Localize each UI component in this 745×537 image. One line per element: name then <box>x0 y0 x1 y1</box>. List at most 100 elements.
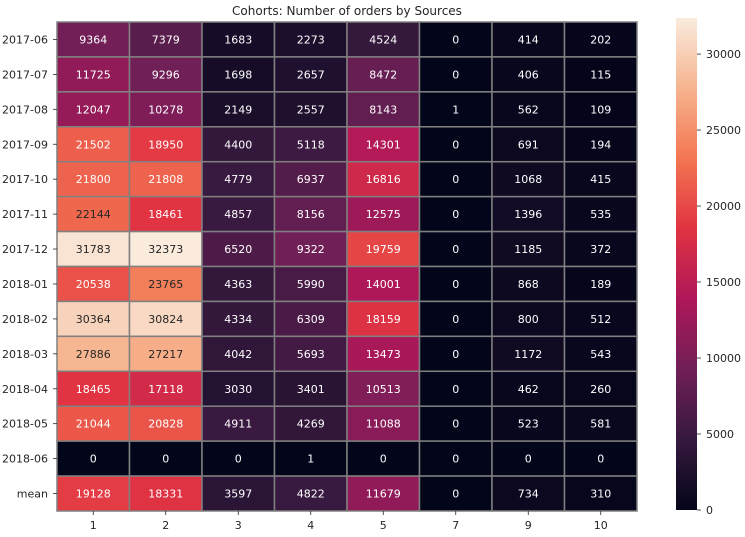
heatmap-cell <box>563 230 638 268</box>
cell-value-label: 0 <box>452 488 459 501</box>
cell-value-label: 4857 <box>224 208 252 221</box>
cell-value-label: 0 <box>452 173 459 186</box>
cell-value-label: 0 <box>452 313 459 326</box>
cell-value-label: 4822 <box>297 488 325 501</box>
cell-value-label: 691 <box>518 138 539 151</box>
cell-value-label: 1 <box>307 453 314 466</box>
heatmap-cell <box>418 335 493 373</box>
cell-value-label: 6937 <box>297 173 325 186</box>
heatmap-cell <box>128 370 203 407</box>
cell-value-label: 1185 <box>514 243 542 256</box>
heatmap-cell <box>491 126 566 163</box>
heatmap-cell <box>346 300 421 338</box>
cell-value-label: 11725 <box>76 68 111 81</box>
column-tick-label: 5 <box>380 519 387 532</box>
cell-value-label: 5693 <box>297 348 325 361</box>
colorbar: 0 5000 10000 15000 20000 25000 30000 <box>676 18 741 517</box>
cell-value-label: 21044 <box>76 418 111 431</box>
cell-value-label: 3030 <box>224 383 252 396</box>
row-tick-label: 2018-06 <box>2 453 48 466</box>
heatmap-cell <box>128 440 203 477</box>
cell-value-label: 16816 <box>366 173 401 186</box>
heatmap-cell <box>201 335 276 373</box>
heatmap-cell <box>56 475 131 512</box>
cell-value-label: 2273 <box>297 33 325 46</box>
cell-value-label: 18465 <box>76 383 111 396</box>
colorbar-tick-label: 30000 <box>706 48 741 61</box>
cell-value-label: 0 <box>452 348 459 361</box>
cell-value-label: 4779 <box>224 173 252 186</box>
colorbar-tick-label: 15000 <box>706 276 741 289</box>
cell-value-label: 30364 <box>76 313 111 326</box>
cell-value-label: 1068 <box>514 173 542 186</box>
cell-value-label: 310 <box>590 488 611 501</box>
cell-value-label: 3597 <box>224 488 252 501</box>
colorbar-tick-label: 5000 <box>706 428 734 441</box>
cell-value-label: 4334 <box>224 313 252 326</box>
chart-title: Cohorts: Number of orders by Sources <box>232 4 462 18</box>
heatmap-cell <box>128 195 203 233</box>
cell-value-label: 0 <box>452 208 459 221</box>
colorbar-tick-label: 10000 <box>706 352 741 365</box>
cell-value-label: 32373 <box>148 243 183 256</box>
cell-value-label: 562 <box>518 103 539 116</box>
cell-value-label: 4269 <box>297 418 325 431</box>
colorbar-tick-label: 0 <box>706 504 713 517</box>
heatmap-cell <box>563 475 638 512</box>
heatmap-cell <box>563 56 638 93</box>
cell-value-label: 800 <box>518 313 539 326</box>
cell-value-label: 14001 <box>366 278 401 291</box>
row-tick-label: 2017-11 <box>2 208 48 221</box>
heatmap-cell <box>201 126 276 163</box>
cell-value-label: 462 <box>518 383 539 396</box>
cell-value-label: 1683 <box>224 33 252 46</box>
heatmap-cell <box>563 335 638 373</box>
cell-value-label: 415 <box>590 173 611 186</box>
cell-value-label: 12047 <box>76 103 111 116</box>
column-tick-label: 1 <box>90 519 97 532</box>
cell-value-label: 406 <box>518 68 539 81</box>
heatmap-cell <box>563 91 638 128</box>
row-tick-label: 2017-07 <box>2 68 48 81</box>
cell-value-label: 0 <box>452 138 459 151</box>
cell-value-label: 11679 <box>366 488 401 501</box>
row-tick-label: mean <box>17 488 48 501</box>
heatmap-cell <box>418 475 493 512</box>
cell-value-label: 260 <box>590 383 611 396</box>
heatmap-cell <box>201 440 276 477</box>
cell-value-label: 14301 <box>366 138 401 151</box>
heatmap-cell <box>201 405 276 442</box>
cell-value-label: 18461 <box>148 208 183 221</box>
heatmap-cell <box>491 91 566 128</box>
heatmap-cell <box>491 370 566 407</box>
cell-value-label: 115 <box>590 68 611 81</box>
cell-value-label: 21800 <box>76 173 111 186</box>
cell-value-label: 1698 <box>224 68 252 81</box>
cell-value-label: 1 <box>452 103 459 116</box>
cell-value-label: 27217 <box>148 348 183 361</box>
heatmap-cell <box>346 335 421 373</box>
cell-value-label: 21808 <box>148 173 183 186</box>
cell-value-label: 20828 <box>148 418 183 431</box>
cell-value-label: 27886 <box>76 348 111 361</box>
cell-value-label: 2149 <box>224 103 252 116</box>
cell-value-label: 10278 <box>148 103 183 116</box>
heatmap-cell <box>273 475 348 512</box>
cell-value-label: 21502 <box>76 138 111 151</box>
heatmap-cell <box>418 230 493 268</box>
heatmap-cell <box>563 195 638 233</box>
heatmap-cell <box>491 405 566 442</box>
heatmap-cells: 9364 7379 1683 2273 4524 0 414 202 11725 9296 1698… <box>56 21 638 512</box>
heatmap-cell <box>418 56 493 93</box>
cell-value-label: 11088 <box>366 418 401 431</box>
heatmap-cell <box>563 440 638 477</box>
row-tick-label: 2018-01 <box>2 278 48 291</box>
row-tick-label: 2017-12 <box>2 243 48 256</box>
heatmap-cell <box>273 335 348 373</box>
heatmap-cell <box>563 265 638 303</box>
heatmap-cell <box>56 335 131 373</box>
cell-value-label: 17118 <box>148 383 183 396</box>
cell-value-label: 20538 <box>76 278 111 291</box>
cell-value-label: 372 <box>590 243 611 256</box>
row-tick-label: 2018-02 <box>2 313 48 326</box>
